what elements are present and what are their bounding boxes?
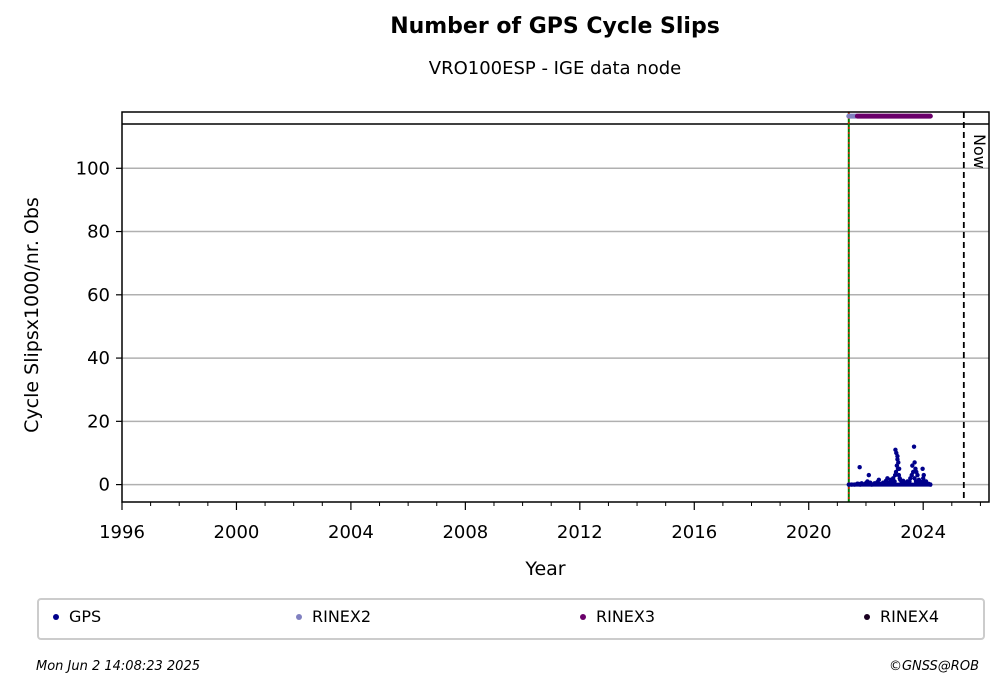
gps-point-70 — [923, 479, 929, 484]
legend-label-rinex4: RINEX4 — [880, 607, 940, 626]
plot-frame — [121, 111, 990, 503]
now-label: Now — [970, 134, 989, 169]
x-tick-label-2004: 2004 — [328, 522, 374, 543]
y-tick-label-80: 80 — [87, 222, 110, 243]
x-tick-label-2024: 2024 — [900, 522, 946, 543]
gps-point-60 — [896, 460, 901, 465]
gps-point-24 — [893, 469, 899, 475]
gps-point-63 — [911, 444, 917, 449]
x-tick-label-1996: 1996 — [99, 522, 145, 543]
gps-point-59 — [895, 453, 900, 459]
scatter-plot: 0 20 40 60 80 100 1996 2000 2004 2008 2012 2016 2020… — [21, 111, 990, 580]
gps-point-53 — [857, 465, 862, 470]
y-tick-label-100: 100 — [76, 158, 110, 179]
x-tick-label-2016: 2016 — [671, 522, 717, 543]
gps-point-61 — [896, 466, 902, 471]
legend-marker-gps — [53, 613, 59, 620]
chart-title: Number of GPS Cycle Slips — [390, 14, 720, 39]
legend-label-rinex2: RINEX2 — [312, 607, 372, 626]
y-tick-label-40: 40 — [87, 348, 110, 369]
x-axis-label: Year — [524, 558, 565, 580]
legend-item-rinex2: RINEX2 — [296, 607, 371, 626]
gps-point-68 — [920, 466, 925, 471]
gps-point-52 — [928, 482, 933, 487]
y-tick-label-20: 20 — [87, 411, 110, 432]
y-tick-label-60: 60 — [87, 285, 110, 306]
gps-point-62 — [907, 479, 912, 484]
timestamp: Mon Jun 2 14:08:23 2025 — [36, 659, 200, 674]
legend: GPS RINEX2 RINEX3 RINEX4 — [37, 598, 985, 640]
gps-point-55 — [876, 477, 882, 483]
chart-subtitle: VRO100ESP - IGE data node — [428, 58, 682, 79]
y-tick-label-0: 0 — [99, 475, 110, 496]
x-tick-label-2000: 2000 — [214, 522, 260, 543]
gps-point-39 — [910, 463, 915, 468]
gps-point-54 — [866, 472, 872, 478]
legend-item-gps: GPS — [53, 607, 101, 626]
legend-item-rinex3: RINEX3 — [580, 607, 655, 626]
gps-point-64 — [912, 460, 917, 465]
legend-label-gps: GPS — [69, 607, 102, 626]
gps-point-56 — [885, 476, 890, 481]
legend-marker-rinex2 — [296, 613, 302, 620]
gps-point-67 — [915, 472, 920, 478]
copyright: ©GNSS@ROB — [888, 659, 979, 674]
x-tick-label-2020: 2020 — [786, 522, 832, 543]
x-tick-label-2008: 2008 — [442, 522, 488, 543]
gps-point-22 — [892, 479, 897, 484]
legend-marker-rinex4 — [864, 613, 870, 620]
gps-point-40 — [910, 469, 916, 475]
legend-item-rinex4: RINEX4 — [864, 607, 939, 626]
gps-point-69 — [921, 472, 926, 478]
y-axis-label: Cycle Slipsx1000/nr. Obs — [21, 197, 43, 433]
x-tick-label-2012: 2012 — [557, 522, 603, 543]
legend-marker-rinex3 — [580, 613, 586, 620]
legend-label-rinex3: RINEX3 — [596, 607, 656, 626]
